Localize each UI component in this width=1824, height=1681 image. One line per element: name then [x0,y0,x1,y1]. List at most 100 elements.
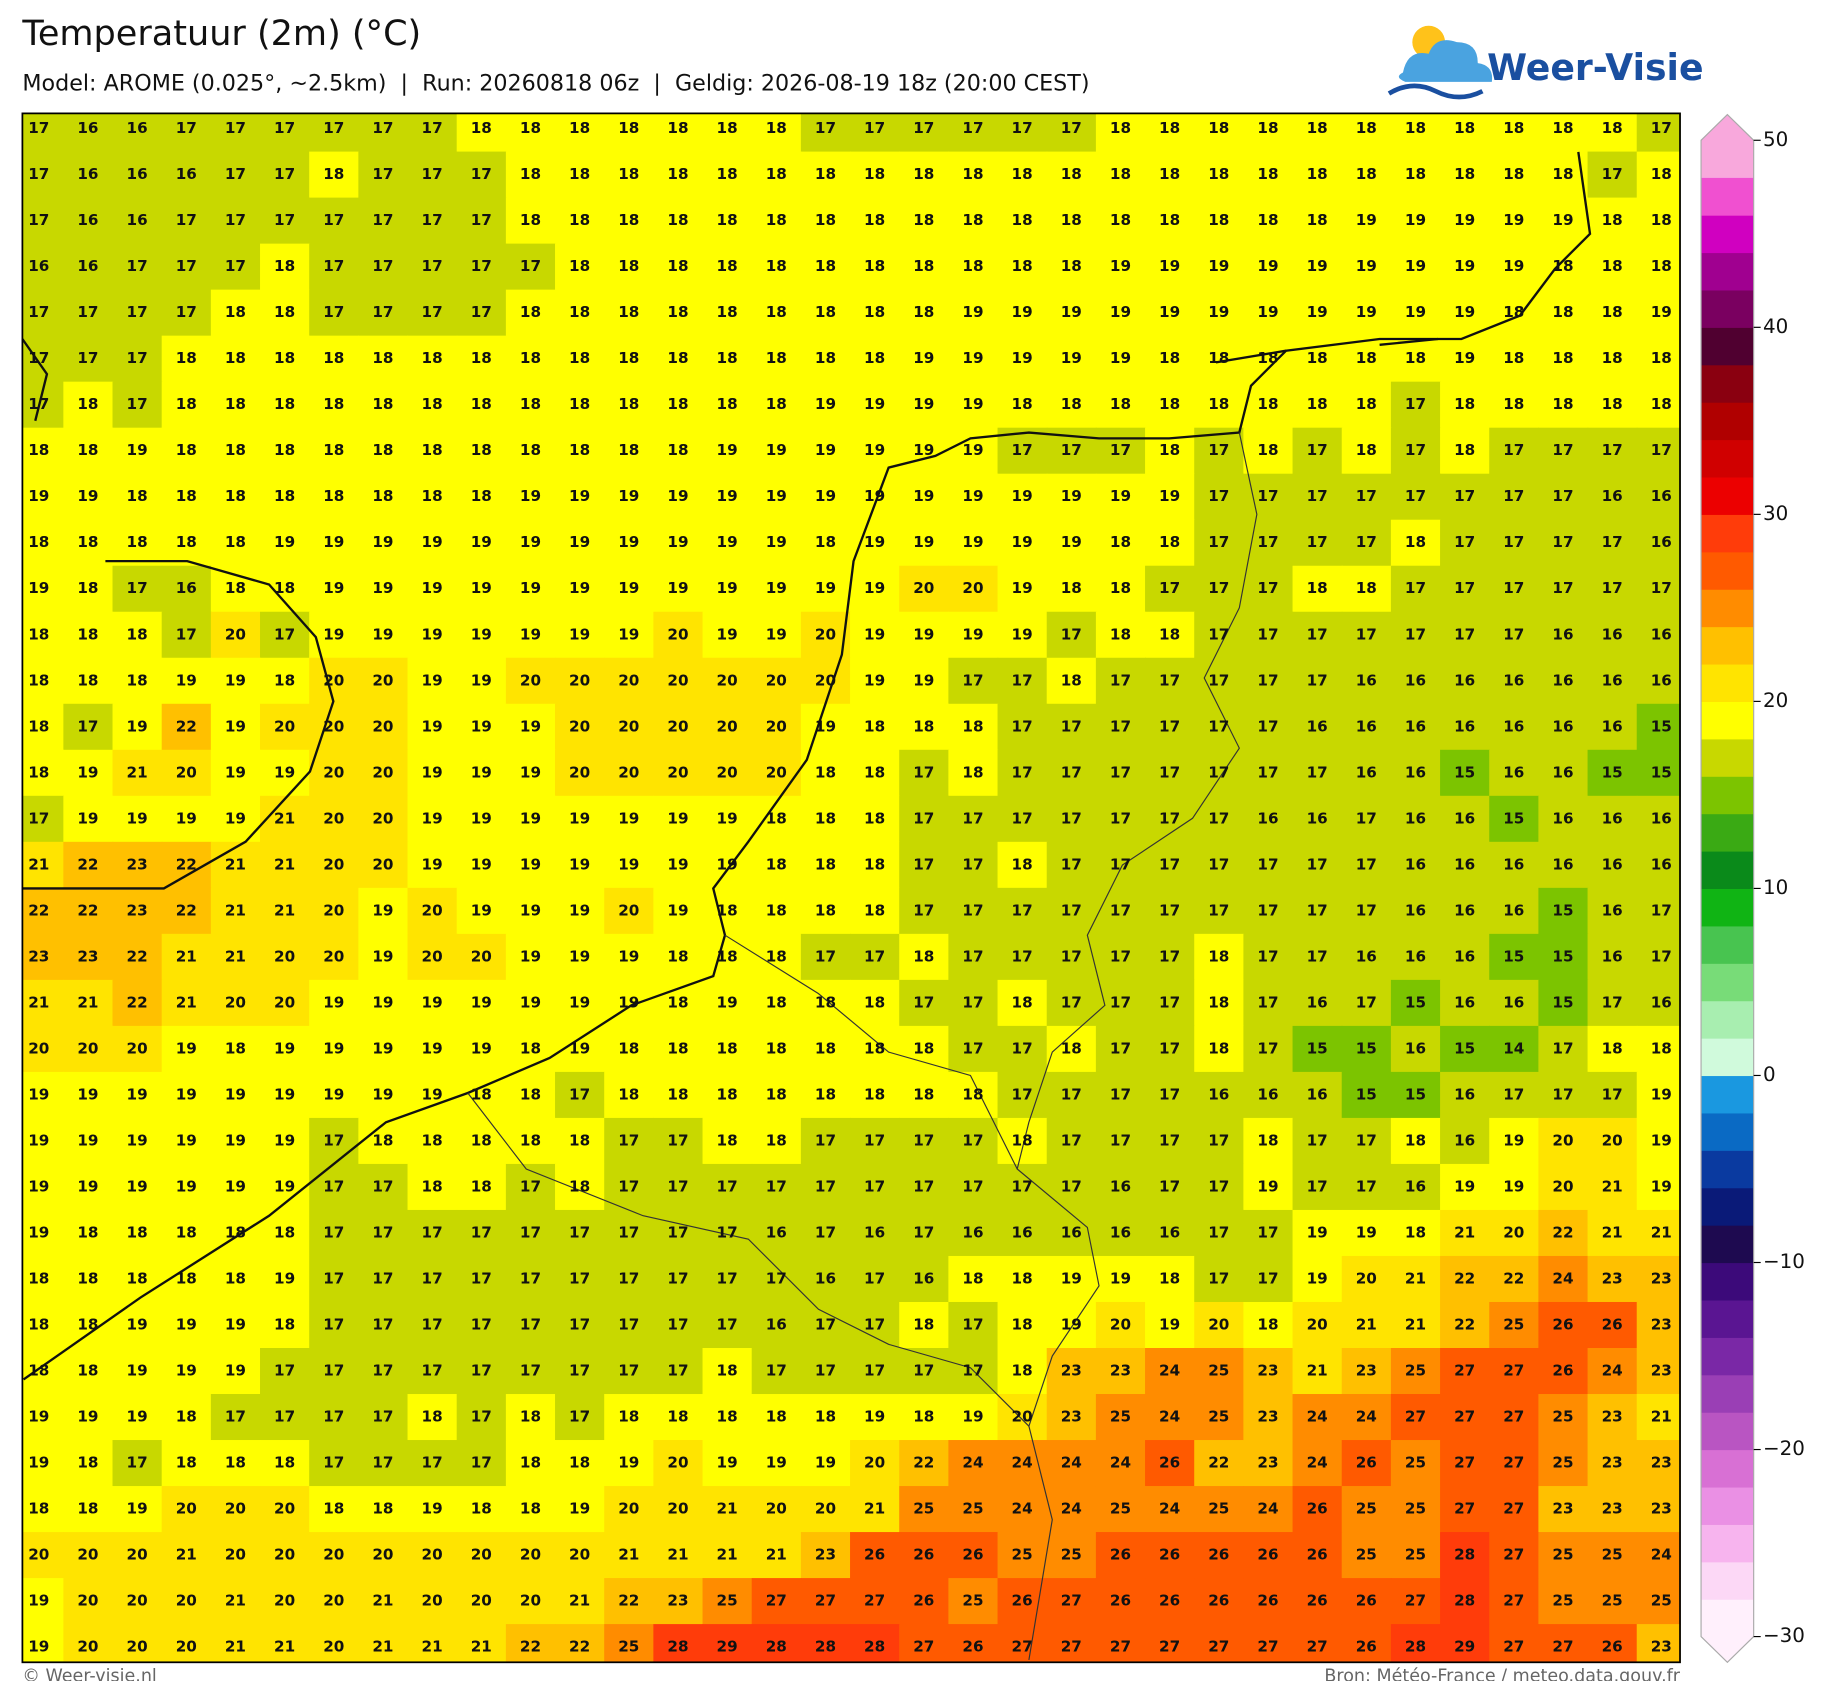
temperature-cell [1440,1209,1490,1257]
temperature-value: 19 [569,1039,590,1057]
temperature-value: 17 [372,1408,393,1426]
temperature-cell [702,1255,753,1303]
temperature-cell [604,427,655,475]
temperature-cell [702,289,753,337]
temperature-value: 17 [766,1269,787,1287]
temperature-value: 18 [717,257,738,275]
temperature-value: 21 [225,901,246,919]
temperature-cell [1046,113,1097,153]
temperature-value: 17 [28,303,49,321]
temperature-value: 17 [1503,441,1524,459]
temperature-cell [899,1347,950,1395]
temperature-cell [407,979,458,1027]
temperature-value: 18 [471,1177,492,1195]
temperature-value: 19 [618,947,639,965]
temperature-cell [1489,795,1540,843]
temperature-cell [1194,473,1245,521]
temperature-cell [358,113,409,153]
temperature-value: 23 [1602,1500,1623,1518]
temperature-cell [1046,749,1097,797]
temperature-cell [1095,1163,1146,1211]
temperature-value: 18 [766,119,787,137]
temperature-value: 19 [864,533,885,551]
temperature-value: 20 [28,1546,49,1564]
temperature-value: 18 [1257,211,1278,229]
temperature-value: 25 [1012,1546,1033,1564]
temperature-value: 18 [1602,211,1623,229]
temperature-cell [1440,197,1490,245]
temperature-cell [1046,1347,1097,1395]
temperature-value: 17 [323,1315,344,1333]
temperature-value: 27 [1454,1500,1475,1518]
temperature-cell [63,1347,114,1395]
temperature-cell [1046,1071,1097,1119]
temperature-cell [1095,335,1146,383]
temperature-value: 18 [520,1039,541,1057]
coastlines [21,151,1592,1661]
temperature-cell [1194,1532,1245,1579]
temperature-value: 17 [225,165,246,183]
temperature-cell [260,289,310,337]
temperature-cell [1341,113,1392,153]
temperature-cell [1046,703,1097,751]
temperature-value: 18 [1110,625,1131,643]
temperature-value: 18 [569,395,590,413]
temperature-cell [112,611,163,659]
temperature-value: 18 [962,1269,983,1287]
temperature-value: 19 [225,1131,246,1149]
colorbar-segment [1701,1225,1754,1264]
temperature-value: 19 [618,579,639,597]
colorbar-segment [1701,1299,1754,1338]
temperature-cell [112,151,163,199]
temperature-value: 18 [864,211,885,229]
temperature-value: 23 [28,947,49,965]
temperature-cell [1489,657,1540,705]
temperature-cell [112,1025,163,1073]
temperature-value: 19 [1651,1177,1672,1195]
temperature-cell [1489,197,1540,245]
temperature-value: 28 [766,1638,787,1656]
temperature-cell [899,335,950,383]
temperature-value: 19 [520,487,541,505]
temperature-cell [948,1301,999,1349]
temperature-cell [1440,1117,1490,1165]
temperature-cell [1341,1117,1392,1165]
temperature-cell [1538,113,1589,153]
temperature-value: 17 [962,119,983,137]
temperature-value: 18 [667,211,688,229]
temperature-cell [309,1071,360,1119]
temperature-value: 17 [667,1177,688,1195]
temperature-cell [1145,795,1195,843]
temperature-cell [22,1301,65,1349]
temperature-value: 18 [1110,579,1131,597]
temperature-cell [604,1578,655,1625]
temperature-value: 17 [1307,671,1328,689]
temperature-cell [604,657,655,705]
temperature-cell [1341,151,1392,199]
temperature-value: 18 [1012,855,1033,873]
temperature-value: 18 [1602,349,1623,367]
temperature-cell [309,243,360,291]
temperature-value: 20 [766,671,787,689]
temperature-cell [751,1578,802,1625]
temperature-cell [309,1163,360,1211]
temperature-value: 26 [1159,1454,1180,1472]
temperature-cell [358,795,409,843]
temperature-value: 18 [1552,349,1573,367]
temperature-cell [210,151,261,199]
temperature-value: 18 [77,1223,98,1241]
temperature-value: 16 [1356,947,1377,965]
temperature-value: 24 [1307,1408,1328,1426]
temperature-value: 17 [1061,119,1082,137]
temperature-value: 16 [1405,1039,1426,1057]
temperature-cell [1538,1394,1589,1441]
temperature-cell [161,795,212,843]
temperature-value: 18 [422,1131,443,1149]
temperature-value: 20 [1012,1408,1033,1426]
temperature-cell [1046,1440,1097,1487]
temperature-cell [505,887,556,935]
temperature-cell [800,1578,851,1625]
temperature-cell [63,243,114,291]
temperature-value: 17 [1110,901,1131,919]
temperature-value: 17 [1405,441,1426,459]
